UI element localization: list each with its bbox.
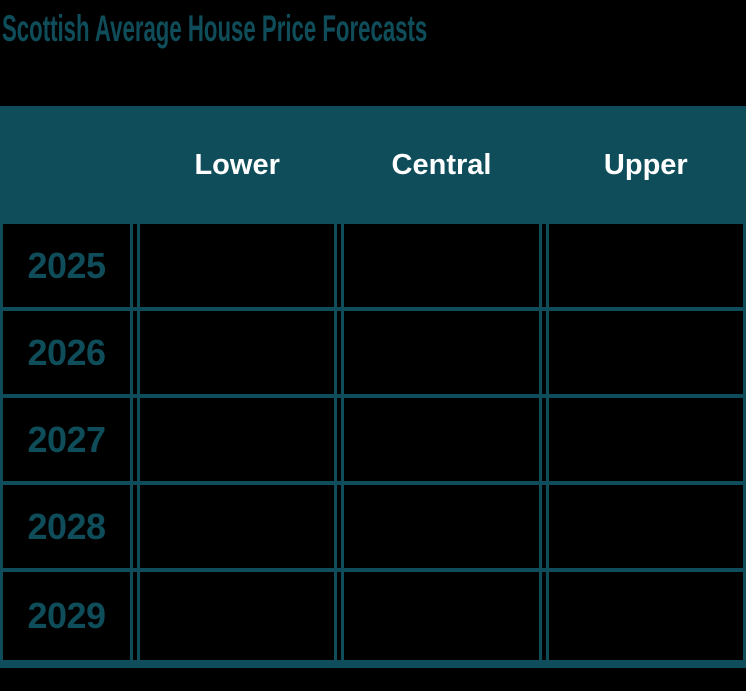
cell-2029-central [341,572,542,660]
column-header-central: Central [391,148,492,181]
table-row-2025: 2025 [0,224,746,311]
row-label-2025: 2025 [0,224,133,307]
cell-2025-central [341,224,542,307]
cell-2027-upper [545,398,746,481]
figure-title: Scottish Average House Price Forecasts [2,8,428,49]
forecast-table: Lower Central Upper 2025 2026 2027 2028 [0,106,746,668]
cell-2027-lower [137,398,338,481]
table-row-2027: 2027 [0,398,746,485]
cell-2028-central [341,485,542,568]
cell-2026-central [341,311,542,394]
cell-2027-central [341,398,542,481]
row-label-2026: 2026 [0,311,133,394]
row-label-2027: 2027 [0,398,133,481]
cell-2029-lower [137,572,338,660]
cell-2028-lower [137,485,338,568]
table-header-row: Lower Central Upper [0,106,746,224]
row-label-2028: 2028 [0,485,133,568]
column-header-lower: Lower [194,148,280,181]
table-row-2028: 2028 [0,485,746,572]
row-label-2029: 2029 [0,572,133,660]
table-row-2029: 2029 [0,572,746,668]
cell-2025-lower [137,224,338,307]
cell-2028-upper [545,485,746,568]
header-corner-cell [0,106,133,224]
cell-2025-upper [545,224,746,307]
cell-2026-upper [545,311,746,394]
column-header-upper: Upper [603,148,688,181]
cell-2029-upper [545,572,746,660]
table-row-2026: 2026 [0,311,746,398]
cell-2026-lower [137,311,338,394]
